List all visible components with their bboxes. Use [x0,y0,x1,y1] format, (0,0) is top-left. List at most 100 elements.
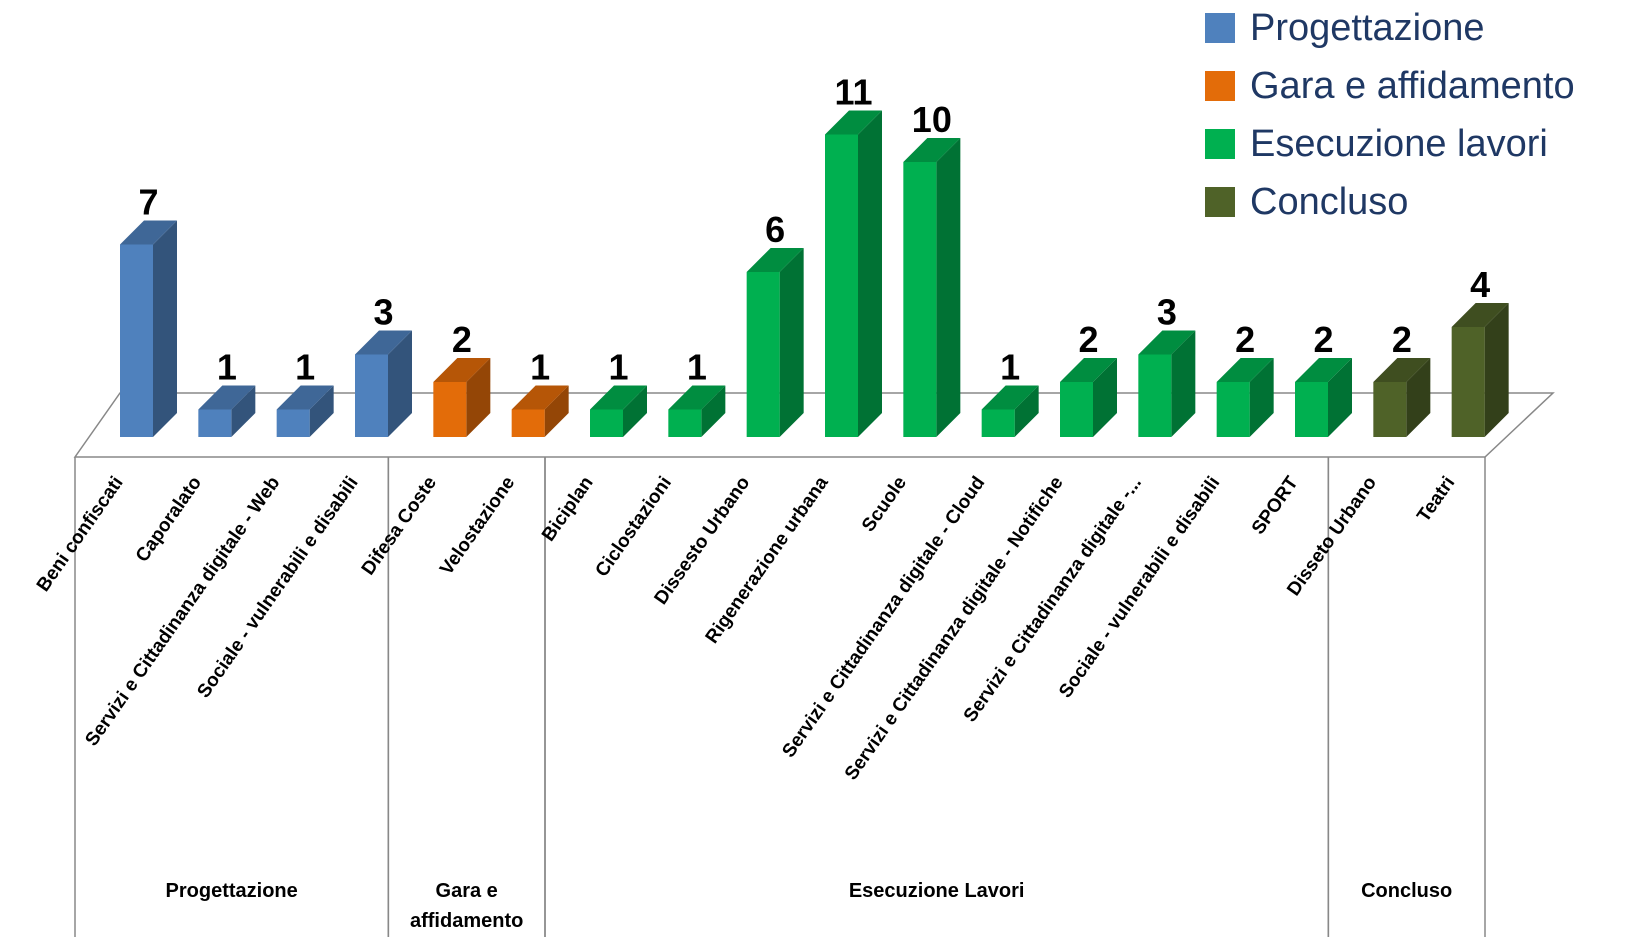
category-label: Difesa Coste [358,473,441,579]
bar-front [668,409,702,437]
bar-top [1060,358,1117,382]
bar-front [1373,382,1407,437]
bar [120,220,177,437]
bar [590,385,647,437]
category-label: Sociale - vulnerabili e disabili [1055,473,1224,702]
category-label: Biciplan [538,473,598,546]
bar-front [1295,382,1328,437]
bar-top [668,385,726,410]
value-label: 2 [1235,319,1255,360]
bar [276,385,334,437]
legend-swatch [1205,13,1235,43]
bar-top [433,358,491,382]
bar-top [198,385,256,410]
bar-side [309,385,334,437]
bar [825,110,882,437]
bar-side [779,248,804,437]
bar [511,385,569,437]
bar-top [825,110,882,135]
value-label: 6 [765,209,785,250]
bar-front [590,409,623,437]
bar-front [511,409,545,437]
legend-label: Progettazione [1250,7,1485,49]
group-label: Concluso [1361,880,1453,902]
bar-top [1373,358,1431,382]
bar-front [355,354,388,437]
category-label: SPORT [1248,473,1303,539]
group-label: Progettazione [165,880,298,902]
category-label: Velostazione [436,473,519,579]
bar-front [433,382,467,437]
bar-side [701,385,726,437]
value-label: 2 [1078,319,1098,360]
bar-front [198,409,232,437]
legend-swatch [1205,187,1235,217]
bar [1060,358,1117,437]
bar-side [1484,303,1509,437]
bar [903,138,961,437]
value-label: 3 [373,292,393,333]
legend-label: Esecuzione lavori [1250,123,1548,165]
bar [1216,358,1274,437]
bar-side [153,220,177,437]
bar-front [276,409,310,437]
category-label: Ciclostazioni [592,473,676,581]
legend-swatch [1205,129,1235,159]
bar [1138,330,1196,437]
value-label: 1 [295,347,315,388]
bar [355,330,412,437]
bar-side [1328,358,1352,437]
bar-top [1295,358,1352,382]
bar-front [1060,382,1093,437]
value-label: 2 [1392,319,1412,360]
group-label: Esecuzione Lavori [848,880,1025,902]
bar-side [388,330,412,437]
value-label: 11 [834,72,872,113]
bar-top [355,330,412,355]
bar-top [511,385,569,410]
bar [1295,358,1352,437]
floor [73,392,1555,458]
value-label: 1 [1000,347,1020,388]
bar-top [1138,330,1196,355]
value-label: 4 [1470,264,1490,305]
bar-side [1093,358,1117,437]
bar-front [825,134,858,437]
value-label: 7 [138,182,158,223]
bar-top [590,385,647,410]
bar-top [746,248,804,272]
bar-top [120,220,177,245]
value-label: 1 [687,347,707,388]
category-label: Sociale - vulnerabili e disabili [193,473,362,702]
bar-side [623,385,647,437]
bar-top [903,138,961,162]
bar-top [1216,358,1274,382]
bar [433,358,491,437]
category-label: Teatri [1413,473,1459,526]
bar [1451,303,1509,437]
bar-front [1451,327,1485,437]
bar-side [936,138,961,437]
category-label: Disseto Urbano [1283,473,1381,600]
bar-front [746,272,780,437]
category-label: Beni confiscati [33,473,128,596]
category-label: Scuole [858,473,911,536]
bar-top [981,385,1039,410]
bar-side [231,385,256,437]
bar-front [903,162,937,437]
value-label: 1 [217,347,237,388]
bar-side [544,385,569,437]
bar-side [1014,385,1039,437]
bar-side [858,110,882,437]
bar-front [120,244,153,437]
bar [981,385,1039,437]
bar-front [981,409,1015,437]
bar-top [276,385,334,410]
bar-side [1171,330,1196,437]
bar-front [1138,354,1172,437]
category-label: Caporalato [132,473,206,566]
bar-side [1406,358,1431,437]
legend-label: Concluso [1250,181,1408,223]
